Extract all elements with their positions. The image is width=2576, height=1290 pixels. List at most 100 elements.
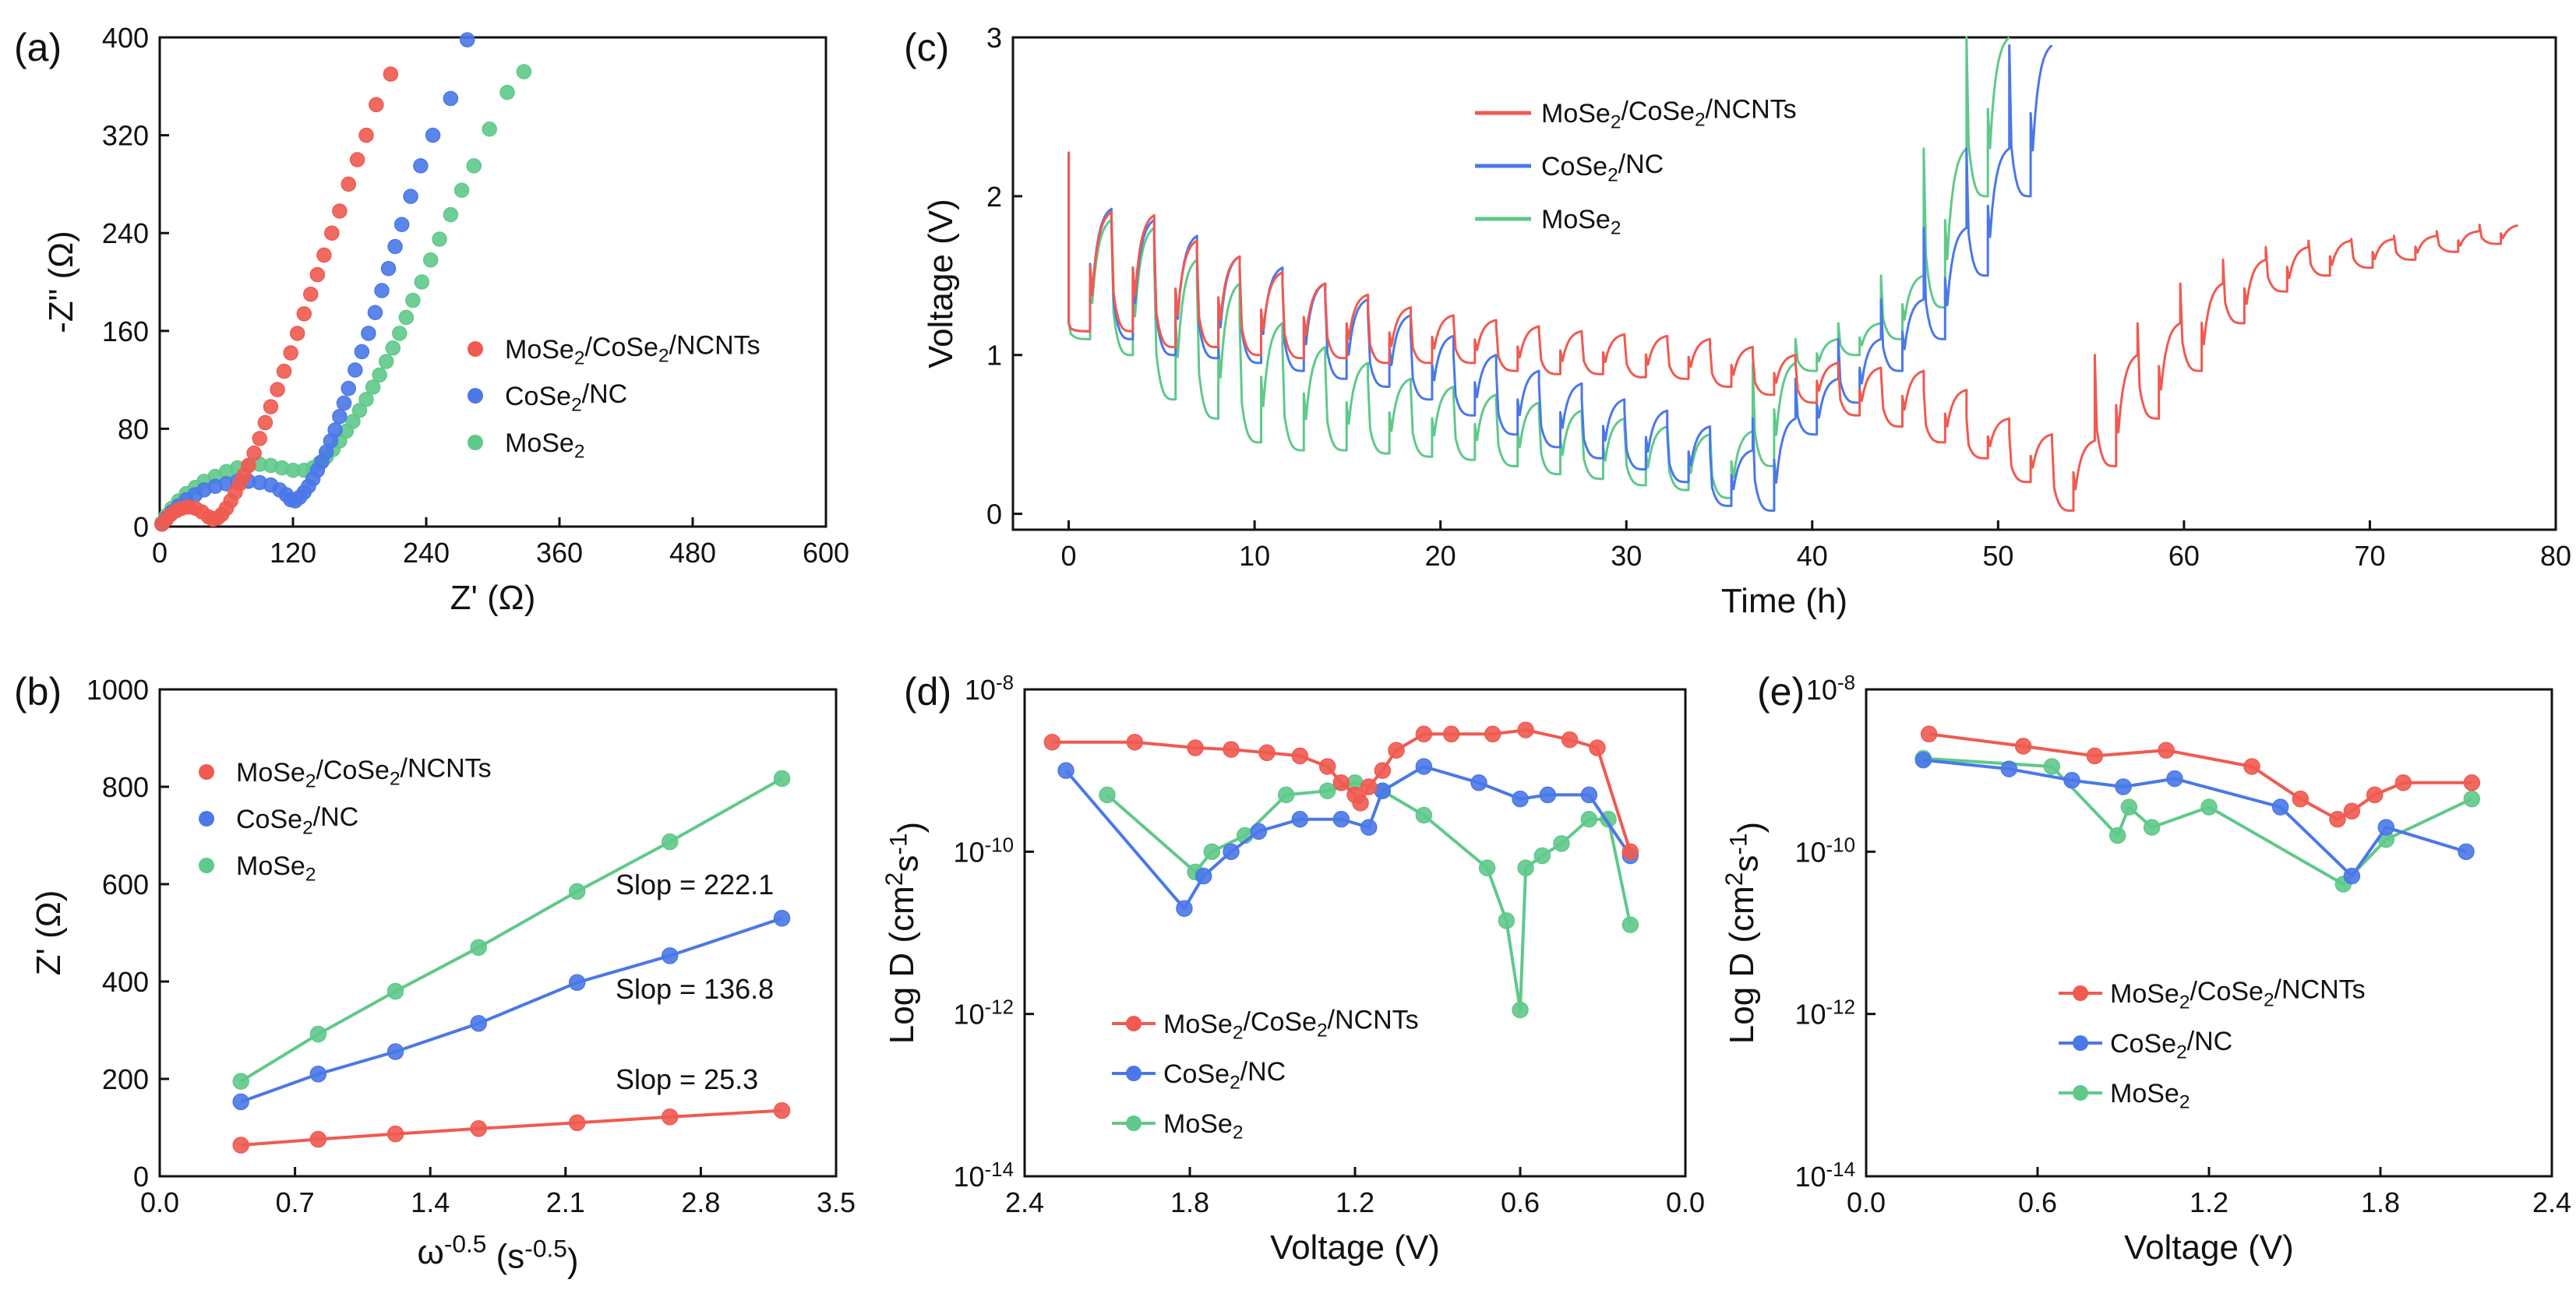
- panel-c: 0 10 20 30 40 50 60 70 80 0 1 2 3 Time (h) Voltage (V)…: [904, 22, 2571, 620]
- series-2-point: [568, 883, 586, 901]
- series-2-point: [516, 64, 532, 79]
- series-1-point: [1914, 751, 1932, 769]
- legend-marker: [2073, 1035, 2088, 1051]
- series-0-point: [289, 326, 305, 341]
- slope-annotation: Slop = 222.1: [616, 869, 774, 901]
- series-2-point: [422, 252, 439, 268]
- series-1-line: [1923, 758, 2467, 878]
- x-tick-label: 60: [2168, 540, 2200, 572]
- series-1-point: [232, 1093, 249, 1111]
- series-1-point: [1512, 790, 1529, 808]
- series-1-point: [1194, 867, 1212, 885]
- series-2-point: [482, 122, 497, 137]
- y-tick-label: 0: [133, 1161, 149, 1193]
- series-1-point: [332, 408, 348, 425]
- series-0-point: [1589, 739, 1606, 756]
- x-tick-label: 20: [1425, 540, 1456, 572]
- series-0-point: [246, 446, 262, 461]
- legend-marker: [1126, 1066, 1142, 1081]
- legend-label: MoSe2/CoSe2/NCNTs: [1163, 1005, 1419, 1043]
- series-1-point: [309, 1066, 327, 1083]
- series-2-point: [773, 770, 791, 788]
- series-0-point: [1415, 725, 1433, 743]
- series-2-line: [1067, 36, 2010, 499]
- series-0-point: [1517, 721, 1534, 738]
- legend-label: MoSe2: [1541, 205, 1621, 238]
- series-0-point: [386, 1125, 404, 1143]
- x-tick-label: 1.8: [1170, 1186, 1209, 1218]
- legend-label: MoSe2/CoSe2/NCNTs: [1541, 94, 1797, 132]
- x-tick-label: 30: [1611, 540, 1642, 572]
- series-2-point: [232, 1073, 249, 1090]
- x-tick-label: 0.0: [1666, 1186, 1705, 1218]
- series-1-point: [380, 260, 397, 277]
- panel-label: (a): [14, 26, 62, 69]
- y-tick-label: 10-12: [954, 997, 1015, 1031]
- legend-marker: [2073, 1085, 2088, 1101]
- x-tick-label: 1.8: [2361, 1186, 2400, 1218]
- series-2-point: [1203, 843, 1221, 861]
- series-0-point: [276, 363, 292, 379]
- series-2-point: [1415, 806, 1433, 824]
- panel-d: 2.4 1.8 1.2 0.6 0.0 10-8 10-10 10-12 10-14 Voltag…: [880, 670, 1705, 1267]
- series-2-point: [378, 354, 394, 369]
- series-1-point: [1360, 819, 1378, 836]
- series-1-point: [386, 1043, 404, 1060]
- series-0-point: [1291, 747, 1309, 765]
- panel-a: 0 120 240 360 480 600 0 80 160 240 320 400 Z' (Ω) -Z"…: [14, 22, 849, 617]
- series-0-point: [257, 414, 273, 431]
- series-1-point: [773, 910, 791, 927]
- series-1-point: [413, 158, 429, 174]
- series-0-point: [2243, 758, 2260, 775]
- x-axis-label: Voltage (V): [2124, 1228, 2294, 1267]
- series-0-point: [1561, 731, 1579, 749]
- x-tick-label: 40: [1797, 540, 1828, 572]
- series-1-point: [2458, 843, 2475, 861]
- x-tick-label: 10: [1239, 540, 1270, 572]
- series-0-point: [661, 1108, 679, 1126]
- series-1-point: [1374, 782, 1392, 799]
- series-0-point: [1187, 739, 1204, 756]
- series-0-point: [332, 203, 348, 219]
- series-0-point: [2343, 802, 2361, 819]
- x-axis-label: Z' (Ω): [450, 579, 536, 617]
- y-axis-label: Z' (Ω): [30, 890, 68, 976]
- series-0-point: [1332, 774, 1350, 791]
- series-2-point: [351, 403, 368, 418]
- legend-marker: [2073, 985, 2088, 1001]
- series-1-point: [1291, 810, 1309, 828]
- panel-b: 0.0 0.7 1.4 2.1 2.8 3.5 0 200 400 600 800 1000 ω-0.5…: [14, 670, 856, 1280]
- series-1-point: [1539, 786, 1557, 804]
- x-tick-label: 0.0: [140, 1186, 179, 1218]
- series-2-point: [309, 1025, 327, 1043]
- legend-marker: [468, 388, 483, 404]
- legend-marker: [199, 858, 214, 873]
- x-tick-label: 600: [803, 537, 849, 569]
- series-0-point: [241, 457, 256, 474]
- series-0-point: [1374, 762, 1392, 779]
- series-2-point: [2463, 790, 2481, 808]
- series-2-point: [2043, 758, 2061, 775]
- series-2-point: [372, 367, 387, 383]
- legend-label: MoSe2/CoSe2/NCNTs: [2110, 975, 2366, 1013]
- y-axis-label: Voltage (V): [922, 199, 960, 368]
- series-1-point: [2000, 760, 2018, 777]
- x-axis-label: Time (h): [1721, 582, 1847, 620]
- series-2-point: [1498, 912, 1516, 929]
- series-2-point: [466, 158, 482, 174]
- series-2-point: [1580, 810, 1598, 828]
- series-0-point: [324, 225, 340, 241]
- series-2-point: [1099, 786, 1116, 804]
- series-2-point: [432, 231, 447, 247]
- x-tick-label: 2.4: [2532, 1186, 2571, 1218]
- y-axis-label: Log D (cm2s-1): [1720, 822, 1770, 1044]
- series-2-point: [499, 84, 515, 100]
- y-tick-label: 10-8: [1806, 672, 1855, 706]
- series-0-point: [349, 152, 365, 167]
- series-0-point: [2329, 810, 2346, 828]
- series-1-point: [1176, 900, 1193, 917]
- series-2-point: [365, 379, 381, 395]
- y-tick-label: 10-12: [1795, 997, 1856, 1031]
- series-1-point: [661, 947, 679, 964]
- series-0-point: [296, 306, 312, 322]
